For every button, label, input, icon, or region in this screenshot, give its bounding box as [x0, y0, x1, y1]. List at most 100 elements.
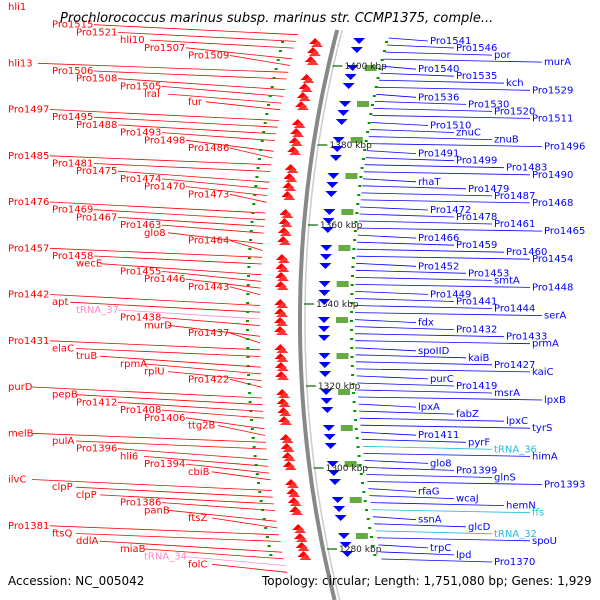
right-label-pro1490[interactable]: Pro1490 — [532, 170, 573, 181]
right-label-pro1472[interactable]: Pro1472 — [430, 205, 471, 216]
left-label-ttg2b[interactable]: ttg2B — [188, 421, 216, 432]
left-label-pepb[interactable]: pepB — [52, 390, 78, 401]
left-label-pro1396[interactable]: Pro1396 — [76, 444, 117, 455]
left-label-pro1481[interactable]: Pro1481 — [52, 159, 93, 170]
left-label-pula[interactable]: pulA — [52, 436, 74, 447]
left-label-wece[interactable]: wecE — [76, 259, 102, 270]
left-label-pro1446[interactable]: Pro1446 — [144, 274, 185, 285]
left-label-pro1386[interactable]: Pro1386 — [120, 498, 161, 509]
right-label-pro1454[interactable]: Pro1454 — [532, 254, 573, 265]
right-label-hima[interactable]: himA — [532, 451, 558, 462]
right-label-glcd[interactable]: glcD — [468, 522, 491, 533]
right-label-pro1453[interactable]: Pro1453 — [468, 268, 509, 279]
left-label-panb[interactable]: panB — [144, 505, 170, 516]
left-label-pro1458[interactable]: Pro1458 — [52, 251, 93, 262]
right-label-pro1433[interactable]: Pro1433 — [506, 332, 547, 343]
right-label-pro1520[interactable]: Pro1520 — [494, 106, 535, 117]
right-label-glo8[interactable]: glo8 — [430, 458, 452, 469]
left-label-ftsz[interactable]: ftsZ — [188, 513, 207, 524]
right-label-pyrf[interactable]: pyrF — [468, 437, 490, 448]
right-label-pro1468[interactable]: Pro1468 — [532, 198, 573, 209]
right-label-pro1496[interactable]: Pro1496 — [544, 142, 585, 153]
left-label-pro1476[interactable]: Pro1476 — [8, 197, 49, 208]
left-label-melb[interactable]: melB — [8, 428, 34, 439]
right-label-ssna[interactable]: ssnA — [418, 515, 442, 526]
right-label-pro1449[interactable]: Pro1449 — [430, 289, 471, 300]
left-label-pro1457[interactable]: Pro1457 — [8, 243, 49, 254]
right-label-pro1499[interactable]: Pro1499 — [456, 156, 497, 167]
right-label-pro1465[interactable]: Pro1465 — [544, 226, 585, 237]
left-label-pro1521[interactable]: Pro1521 — [76, 27, 117, 38]
right-label-pro1546[interactable]: Pro1546 — [456, 43, 497, 54]
left-label-fur[interactable]: fur — [188, 97, 203, 108]
left-label-hli6[interactable]: hli6 — [120, 451, 138, 462]
right-label-pro1479[interactable]: Pro1479 — [468, 184, 509, 195]
right-label-pro1529[interactable]: Pro1529 — [532, 85, 573, 96]
right-label-pro1427[interactable]: Pro1427 — [494, 360, 535, 371]
right-label-rhat[interactable]: rhaT — [418, 177, 441, 188]
right-label-pro1460[interactable]: Pro1460 — [506, 247, 547, 258]
left-label-elac[interactable]: elaC — [52, 344, 74, 355]
right-label-pro1459[interactable]: Pro1459 — [456, 240, 497, 251]
left-label-pro1485[interactable]: Pro1485 — [8, 151, 49, 162]
right-label-pro1399[interactable]: Pro1399 — [456, 465, 497, 476]
right-label-pro1478[interactable]: Pro1478 — [456, 212, 497, 223]
right-label-kch[interactable]: kch — [506, 78, 524, 89]
right-label-trna_36[interactable]: tRNA_36 — [494, 444, 537, 455]
right-label-hemn[interactable]: hemN — [506, 501, 536, 512]
left-label-hli13[interactable]: hli13 — [8, 58, 33, 69]
left-label-apt[interactable]: apt — [52, 297, 68, 308]
left-label-miab[interactable]: miaB — [120, 544, 146, 555]
left-label-pro1508[interactable]: Pro1508 — [76, 74, 117, 85]
right-label-prma[interactable]: prmA — [532, 339, 559, 350]
left-label-ddla[interactable]: ddlA — [76, 536, 98, 547]
left-label-pro1515[interactable]: Pro1515 — [52, 20, 93, 31]
left-label-cbib[interactable]: cbiB — [188, 467, 210, 478]
right-label-glns[interactable]: glnS — [494, 473, 516, 484]
right-label-mura[interactable]: murA — [544, 57, 571, 68]
right-label-pro1491[interactable]: Pro1491 — [418, 149, 459, 160]
left-label-pro1475[interactable]: Pro1475 — [76, 166, 117, 177]
left-label-pro1381[interactable]: Pro1381 — [8, 521, 49, 532]
left-label-trna_34[interactable]: tRNA_34 — [144, 552, 187, 563]
right-label-pro1510[interactable]: Pro1510 — [430, 121, 471, 132]
right-label-smta[interactable]: smtA — [494, 275, 520, 286]
right-label-fabz[interactable]: fabZ — [456, 409, 479, 420]
right-label-znuc[interactable]: znuC — [456, 128, 481, 139]
right-label-lpxb[interactable]: lpxB — [544, 395, 566, 406]
right-label-lpd[interactable]: lpd — [456, 550, 471, 561]
left-label-pro1422[interactable]: Pro1422 — [188, 374, 229, 385]
right-label-znub[interactable]: znuB — [494, 135, 519, 146]
left-label-pro1463[interactable]: Pro1463 — [120, 220, 161, 231]
left-label-rpma[interactable]: rpmA — [120, 359, 147, 370]
right-label-pro1444[interactable]: Pro1444 — [494, 304, 535, 315]
right-label-fdx[interactable]: fdx — [418, 318, 434, 329]
right-label-kaic[interactable]: kaiC — [532, 367, 554, 378]
right-label-pro1530[interactable]: Pro1530 — [468, 99, 509, 110]
left-label-pro1505[interactable]: Pro1505 — [120, 81, 161, 92]
left-label-rplu[interactable]: rplU — [144, 367, 165, 378]
right-label-trna_32[interactable]: tRNA_32 — [494, 529, 537, 540]
right-label-pro1487[interactable]: Pro1487 — [494, 191, 535, 202]
left-label-clpp[interactable]: clpP — [76, 490, 97, 501]
left-label-purd[interactable]: purD — [8, 382, 33, 393]
right-label-spou[interactable]: spoU — [532, 536, 557, 547]
left-label-pro1507[interactable]: Pro1507 — [144, 43, 185, 54]
left-label-trna_37[interactable]: tRNA_37 — [76, 305, 119, 316]
right-label-pro1536[interactable]: Pro1536 — [418, 92, 459, 103]
right-label-pro1411[interactable]: Pro1411 — [418, 430, 459, 441]
right-label-tyrs[interactable]: tyrS — [532, 423, 552, 434]
right-label-lpxa[interactable]: lpxA — [418, 402, 440, 413]
right-label-por[interactable]: por — [494, 50, 511, 61]
right-label-pro1448[interactable]: Pro1448 — [532, 282, 573, 293]
right-label-ffs[interactable]: ffs — [532, 508, 544, 519]
right-label-pro1452[interactable]: Pro1452 — [418, 261, 459, 272]
left-label-pro1488[interactable]: Pro1488 — [76, 120, 117, 131]
right-label-spoiid[interactable]: spoIID — [418, 346, 450, 357]
left-label-pro1438[interactable]: Pro1438 — [120, 313, 161, 324]
left-label-pro1408[interactable]: Pro1408 — [120, 405, 161, 416]
left-label-pro1394[interactable]: Pro1394 — [144, 459, 185, 470]
left-label-murd[interactable]: murD — [144, 320, 172, 331]
left-label-pro1412[interactable]: Pro1412 — [76, 397, 117, 408]
left-label-pro1464[interactable]: Pro1464 — [188, 236, 229, 247]
